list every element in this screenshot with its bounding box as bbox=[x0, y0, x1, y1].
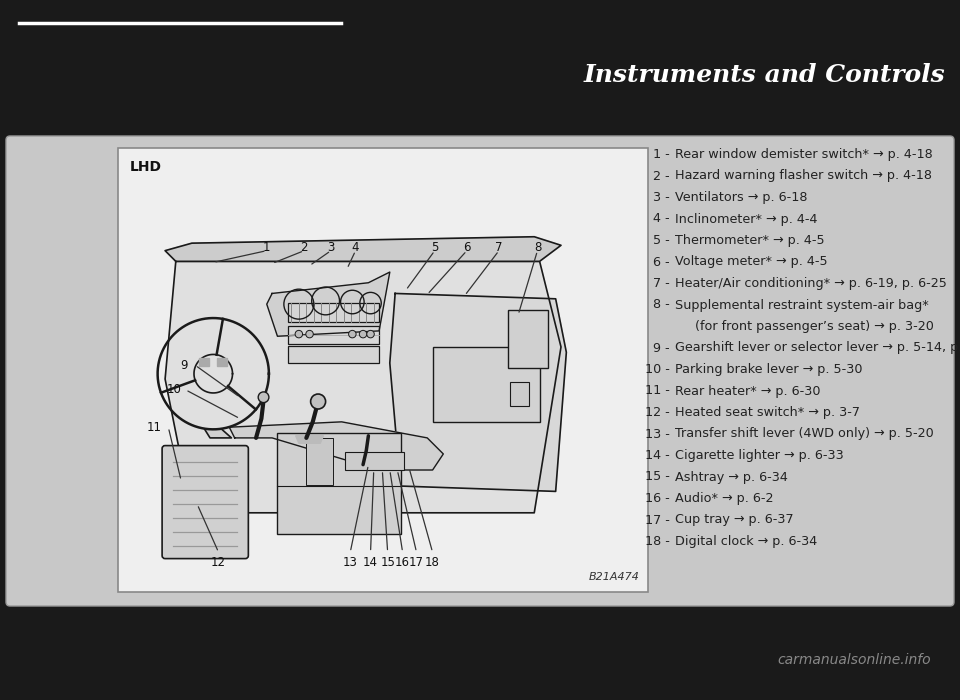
Text: 4: 4 bbox=[351, 241, 359, 254]
Text: 15 -: 15 - bbox=[645, 470, 670, 484]
Circle shape bbox=[306, 330, 313, 338]
Text: LHD: LHD bbox=[130, 160, 162, 174]
Bar bbox=[288, 303, 379, 322]
Text: 13 -: 13 - bbox=[645, 428, 670, 440]
FancyBboxPatch shape bbox=[6, 136, 954, 606]
Text: 3: 3 bbox=[327, 241, 335, 254]
Text: 6 -: 6 - bbox=[654, 256, 670, 269]
Text: Instruments and Controls: Instruments and Controls bbox=[584, 64, 946, 88]
Text: Voltage meter* → p. 4-5: Voltage meter* → p. 4-5 bbox=[675, 256, 828, 269]
Text: (for front passenger’s seat) → p. 3-20: (for front passenger’s seat) → p. 3-20 bbox=[695, 320, 934, 333]
Text: B21A474: B21A474 bbox=[589, 572, 640, 582]
Circle shape bbox=[311, 394, 325, 409]
Circle shape bbox=[367, 330, 374, 338]
Text: 4 -: 4 - bbox=[654, 213, 670, 225]
Bar bbox=[510, 382, 529, 406]
Text: Heater/Air conditioning* → p. 6-19, p. 6-25: Heater/Air conditioning* → p. 6-19, p. 6… bbox=[675, 277, 947, 290]
Polygon shape bbox=[165, 261, 561, 513]
Polygon shape bbox=[296, 436, 324, 443]
Bar bbox=[508, 309, 548, 368]
Text: Digital clock → p. 6-34: Digital clock → p. 6-34 bbox=[675, 535, 817, 548]
Text: Ashtray → p. 6-34: Ashtray → p. 6-34 bbox=[675, 470, 788, 484]
Bar bbox=[433, 347, 540, 422]
Text: 17: 17 bbox=[409, 556, 424, 568]
Text: 14: 14 bbox=[363, 556, 378, 568]
Bar bbox=[345, 452, 404, 470]
Text: 8: 8 bbox=[534, 241, 541, 254]
Text: Parking brake lever → p. 5-30: Parking brake lever → p. 5-30 bbox=[675, 363, 862, 376]
Polygon shape bbox=[204, 429, 231, 438]
Text: 3 -: 3 - bbox=[653, 191, 670, 204]
Polygon shape bbox=[165, 237, 561, 261]
Text: 14 -: 14 - bbox=[645, 449, 670, 462]
Text: 7: 7 bbox=[495, 241, 503, 254]
Text: 7 -: 7 - bbox=[653, 277, 670, 290]
Text: 11 -: 11 - bbox=[645, 384, 670, 398]
Polygon shape bbox=[229, 422, 444, 470]
Text: 9: 9 bbox=[180, 358, 188, 372]
Text: carmanualsonline.info: carmanualsonline.info bbox=[778, 652, 931, 666]
Text: 16 -: 16 - bbox=[645, 492, 670, 505]
Text: Heated seat switch* → p. 3-7: Heated seat switch* → p. 3-7 bbox=[675, 406, 860, 419]
Text: 6: 6 bbox=[463, 241, 470, 254]
Text: 10: 10 bbox=[166, 384, 181, 396]
Bar bbox=[306, 438, 333, 485]
Text: Cup tray → p. 6-37: Cup tray → p. 6-37 bbox=[675, 514, 794, 526]
Text: 1: 1 bbox=[263, 241, 271, 254]
Circle shape bbox=[348, 330, 356, 338]
Polygon shape bbox=[390, 293, 566, 491]
Text: 17 -: 17 - bbox=[645, 514, 670, 526]
Bar bbox=[288, 326, 379, 344]
Text: 2 -: 2 - bbox=[654, 169, 670, 183]
Text: 8 -: 8 - bbox=[653, 298, 670, 312]
FancyBboxPatch shape bbox=[162, 446, 249, 559]
Text: 18: 18 bbox=[425, 556, 440, 568]
Text: Hazard warning flasher switch → p. 4-18: Hazard warning flasher switch → p. 4-18 bbox=[675, 169, 932, 183]
Text: 5 -: 5 - bbox=[653, 234, 670, 247]
Bar bbox=[288, 346, 379, 363]
Polygon shape bbox=[267, 272, 390, 336]
Text: 5: 5 bbox=[431, 241, 439, 254]
Text: Thermometer* → p. 4-5: Thermometer* → p. 4-5 bbox=[675, 234, 825, 247]
Polygon shape bbox=[217, 358, 228, 365]
Polygon shape bbox=[200, 358, 209, 365]
Text: Supplemental restraint system-air bag*: Supplemental restraint system-air bag* bbox=[675, 298, 928, 312]
Text: Rear heater* → p. 6-30: Rear heater* → p. 6-30 bbox=[675, 384, 821, 398]
Text: 13: 13 bbox=[343, 556, 358, 568]
Circle shape bbox=[359, 330, 367, 338]
Text: Inclinometer* → p. 4-4: Inclinometer* → p. 4-4 bbox=[675, 213, 818, 225]
Text: Ventilators → p. 6-18: Ventilators → p. 6-18 bbox=[675, 191, 807, 204]
Text: 11: 11 bbox=[147, 421, 162, 434]
Text: 15: 15 bbox=[380, 556, 396, 568]
Text: 2: 2 bbox=[300, 241, 308, 254]
Text: 1 -: 1 - bbox=[653, 148, 670, 161]
Text: 16: 16 bbox=[396, 556, 410, 568]
Circle shape bbox=[258, 392, 269, 402]
Text: Cigarette lighter → p. 6-33: Cigarette lighter → p. 6-33 bbox=[675, 449, 844, 462]
Text: Audio* → p. 6-2: Audio* → p. 6-2 bbox=[675, 492, 774, 505]
Circle shape bbox=[295, 330, 302, 338]
Text: Gearshift lever or selector lever → p. 5-14, p. 5-16: Gearshift lever or selector lever → p. 5… bbox=[675, 342, 960, 354]
Text: Rear window demister switch* → p. 4-18: Rear window demister switch* → p. 4-18 bbox=[675, 148, 933, 161]
Text: 12: 12 bbox=[211, 556, 227, 568]
Bar bbox=[118, 148, 648, 592]
Text: 18 -: 18 - bbox=[645, 535, 670, 548]
Text: Transfer shift lever (4WD only) → p. 5-20: Transfer shift lever (4WD only) → p. 5-2… bbox=[675, 428, 934, 440]
Bar bbox=[277, 433, 400, 534]
Text: 9 -: 9 - bbox=[654, 342, 670, 354]
Text: 12 -: 12 - bbox=[645, 406, 670, 419]
Text: 10 -: 10 - bbox=[645, 363, 670, 376]
